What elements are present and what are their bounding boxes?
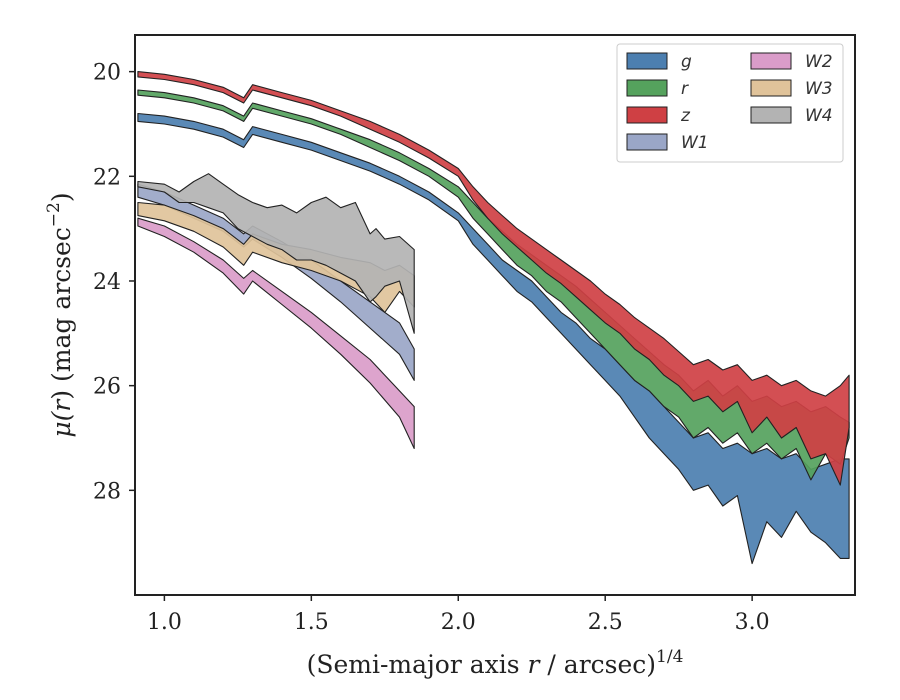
legend-label-w3: W3 <box>805 79 833 99</box>
y-tick-label: 20 <box>93 61 121 86</box>
plot-frame <box>134 34 856 596</box>
legend-label-g: g <box>681 52 692 72</box>
legend-swatch-r <box>626 79 668 97</box>
legend-items: grz W1 W2 W3 W4 <box>626 52 833 153</box>
band-r <box>137 89 850 481</box>
x-axis-label: (Semi-major axis r / arcsec)1/4 <box>307 647 684 679</box>
profile-bands <box>137 71 850 565</box>
band-g <box>137 112 850 565</box>
y-tick-label: 24 <box>93 270 121 295</box>
x-tick-label: 1.0 <box>147 610 182 635</box>
legend-swatch-w2 <box>750 52 792 70</box>
x-tick-label: 2.5 <box>588 610 623 635</box>
legend-label-w4: W4 <box>805 106 833 126</box>
band-w4 <box>137 173 415 334</box>
legend-label-z: z <box>680 106 691 126</box>
legend: grz W1 W2 W3 W4 <box>616 43 844 163</box>
legend-label-r: r <box>681 79 689 99</box>
band-w2 <box>137 217 415 450</box>
y-tick-label: 22 <box>93 165 121 190</box>
legend-label-w2: W2 <box>805 52 833 72</box>
legend-label-w1: W1 <box>681 133 709 153</box>
y-tick-label: 28 <box>93 479 121 504</box>
legend-swatch-g <box>626 52 668 70</box>
y-tick-label: 26 <box>93 375 121 400</box>
x-tick-label: 3.0 <box>735 610 770 635</box>
legend-swatch-w4 <box>750 106 792 124</box>
x-tick-label: 2.0 <box>441 610 476 635</box>
x-tick-label: 1.5 <box>294 610 329 635</box>
legend-swatch-z <box>626 106 668 124</box>
band-z <box>137 71 850 486</box>
x-axis-ticks: 1.0 1.5 2.0 2.5 3.0 <box>147 595 770 635</box>
legend-swatch-w1 <box>626 133 668 151</box>
y-axis-ticks: 20 22 24 26 28 <box>93 61 135 504</box>
y-axis-label: μ(r) (mag arcsec−2) <box>44 192 76 437</box>
legend-box <box>616 43 844 163</box>
legend-swatch-w3 <box>750 79 792 97</box>
